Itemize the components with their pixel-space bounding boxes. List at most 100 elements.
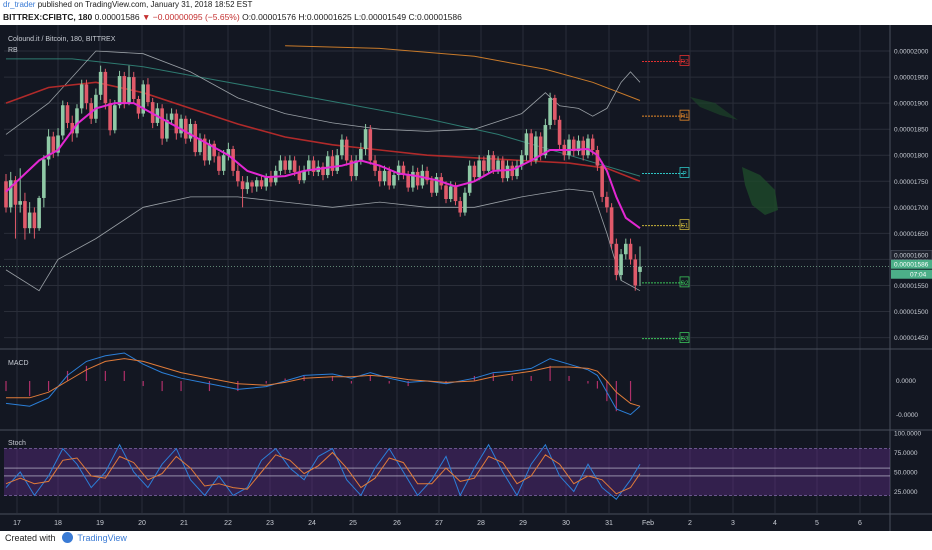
candle-body (108, 103, 112, 131)
candle-body (420, 170, 425, 186)
candle-body (600, 165, 604, 197)
candle-body (500, 160, 505, 179)
candle-body (226, 148, 231, 156)
candle-body (344, 139, 349, 161)
candle-body (250, 182, 254, 187)
candle-body (614, 243, 619, 276)
publication-line: dr_trader published on TradingView.com, … (3, 0, 252, 9)
candle-body (183, 118, 188, 139)
countdown-tag (891, 269, 932, 279)
macd-histogram-bar (568, 375, 570, 381)
candle-body (434, 177, 439, 193)
tradingview-brand[interactable]: TradingView (77, 533, 127, 543)
candle-body (307, 160, 311, 171)
ma-teal-line (6, 58, 641, 177)
stoch-y-tick: 25.0000 (894, 489, 918, 496)
macd-histogram-bar (180, 381, 182, 392)
macd-histogram-bar (596, 381, 599, 389)
last-price-tag-label: 0.00001586 (894, 262, 929, 269)
candle-body (392, 175, 396, 186)
x-tick-label: 6 (858, 520, 862, 527)
candle-body (586, 138, 590, 156)
candle-body (212, 143, 216, 157)
candle-body (406, 175, 410, 188)
candle-body (207, 143, 212, 161)
x-tick-label: 17 (13, 520, 21, 527)
candle-body (633, 259, 638, 286)
candle-body (60, 105, 65, 136)
candle-body (505, 165, 510, 179)
candle-body (259, 180, 264, 187)
y-tick-label: 0.00001500 (894, 309, 929, 316)
macd-histogram-bar (549, 365, 551, 381)
candle-body (581, 140, 586, 156)
x-tick-label: 27 (435, 520, 443, 527)
bollinger-upper-line (5, 50, 641, 135)
candle-body (609, 207, 614, 244)
candle-body (538, 136, 543, 156)
x-tick-label: 19 (96, 520, 104, 527)
stoch-band (4, 448, 890, 496)
candle-body (51, 136, 56, 153)
macd-histogram-bar (606, 381, 608, 402)
candle-body (373, 160, 377, 171)
candle-body (363, 129, 368, 149)
candle-body (236, 170, 240, 182)
candle-body (349, 160, 354, 177)
x-tick-label: 26 (393, 520, 401, 527)
candle-body (141, 84, 146, 114)
stoch-y-tick: 100.0000 (894, 431, 921, 438)
candle-body (292, 160, 297, 172)
symbol-label: BITTREX:CFIBTC, 180 (3, 12, 93, 22)
candle-body (278, 160, 283, 171)
candle-body (198, 138, 202, 153)
candle-body (368, 129, 373, 161)
candle-body (534, 136, 538, 161)
candle-body (411, 171, 415, 188)
stoch-d-line (5, 451, 641, 495)
chart-area[interactable]: 17 18 19 20 21 22 23 24 25 26 27 28 29 30 31 Feb 2 3 4 5 60.… (0, 25, 932, 531)
macd-histogram-bar (511, 375, 513, 381)
stoch-k-line (5, 443, 641, 501)
candle-body (463, 192, 467, 213)
y-tick-label: 0.00001650 (894, 231, 929, 238)
candle-body (415, 171, 420, 186)
pivot-label-box (679, 219, 690, 230)
macd-y-tick: -0.0000 (896, 412, 918, 419)
macd-histogram-bar (208, 381, 211, 392)
signal-line (6, 358, 641, 407)
macd-histogram-bar (29, 381, 31, 397)
x-tick-label: 28 (477, 520, 485, 527)
pivot-label: S2 (681, 280, 689, 287)
candle-body (510, 165, 515, 177)
macd-histogram-bar (104, 370, 106, 381)
candle-body (387, 170, 392, 186)
x-tick-label: 2 (688, 520, 692, 527)
candle-body (519, 155, 524, 166)
candle-body (240, 181, 245, 190)
macd-histogram-bar (123, 370, 125, 381)
candle-body (529, 133, 533, 161)
created-with-text: Created with (5, 533, 56, 543)
candle-body (458, 201, 463, 213)
author-link[interactable]: dr_trader (3, 0, 36, 9)
candle-body (567, 139, 571, 156)
macd-histogram-bar (85, 365, 88, 381)
stoch-title: Stoch (8, 440, 26, 447)
candle-body (165, 119, 169, 139)
macd-histogram-bar (530, 375, 532, 381)
x-tick-label: 29 (519, 520, 527, 527)
candle-body (46, 136, 51, 160)
macd-y-tick: 0.0000 (896, 378, 916, 385)
candle-body (340, 139, 344, 156)
pivot-label: P (682, 170, 686, 177)
macd-histogram-bar (265, 381, 267, 384)
macd-histogram-bar (629, 381, 632, 402)
candle-body (425, 170, 429, 181)
candle-body (477, 160, 481, 178)
candle-body (264, 177, 269, 187)
candle-body (382, 170, 387, 182)
candle-body (94, 94, 98, 119)
candle-body (359, 148, 363, 161)
